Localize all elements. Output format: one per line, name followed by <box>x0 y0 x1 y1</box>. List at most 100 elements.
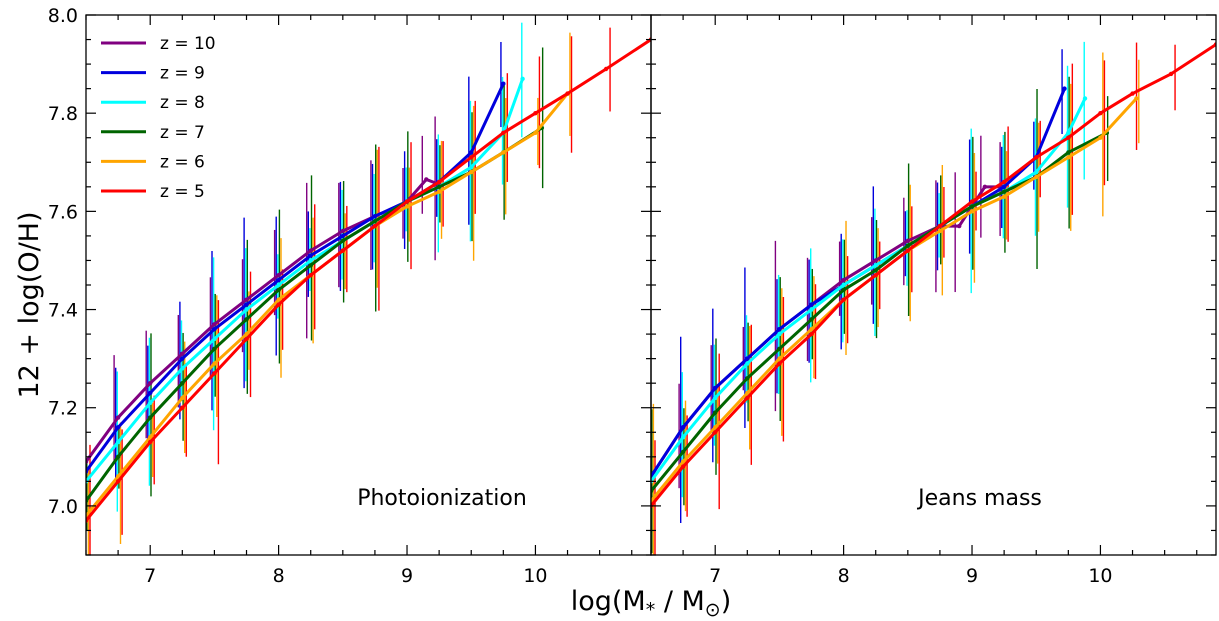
data-point-z7-5 <box>244 317 249 322</box>
data-point-z5-3 <box>745 395 750 401</box>
data-point-z5-9 <box>372 223 378 229</box>
data-point-z9-8 <box>340 233 346 239</box>
data-point-z5-12 <box>1034 155 1039 160</box>
data-point-z5-13 <box>501 130 506 136</box>
data-point-z5-1 <box>115 479 121 484</box>
data-point-z6-6 <box>276 297 281 302</box>
panel-2: 7 8 9 10 Jeans mass <box>650 14 1217 587</box>
data-point-z10-3 <box>180 351 185 356</box>
x-axis-label-subscript: * <box>646 599 656 621</box>
legend-label-z10: z = 10 <box>160 34 216 54</box>
y-tick-label: 7.8 <box>48 103 78 125</box>
data-point-z9-3 <box>745 356 750 361</box>
data-point-z5-11 <box>1001 179 1007 185</box>
data-point-z9-5 <box>809 302 814 307</box>
data-point-z6-14 <box>533 130 538 136</box>
data-point-z7-6 <box>841 287 846 293</box>
data-point-z6-9 <box>937 228 943 234</box>
data-point-z5-5 <box>244 336 249 342</box>
data-point-z5-15 <box>565 91 570 96</box>
data-point-z9-1 <box>680 425 686 430</box>
data-point-z7-11 <box>436 184 442 190</box>
data-point-z8-3 <box>180 366 185 371</box>
data-point-z8-14 <box>1082 96 1088 101</box>
data-point-z8-1 <box>115 439 121 445</box>
x-axis-label-mid: / M <box>655 586 705 617</box>
data-point-z9-3 <box>180 356 185 361</box>
legend-label-z7: z = 7 <box>160 123 205 143</box>
x-axis-label-main: log(M <box>571 586 646 617</box>
data-point-z7-6 <box>276 287 281 293</box>
data-point-z6-10 <box>404 204 410 209</box>
data-point-z6-3 <box>745 390 750 396</box>
data-point-z6-13 <box>1066 155 1071 160</box>
data-point-z6-1 <box>115 474 121 479</box>
data-point-z8-12 <box>1034 169 1039 175</box>
data-point-z5-6 <box>276 302 281 307</box>
data-point-z5-8 <box>340 248 346 253</box>
data-point-z10-2 <box>148 380 153 386</box>
data-point-z9-9 <box>372 214 378 219</box>
data-point-z5-15 <box>1130 91 1135 96</box>
data-point-z8-5 <box>809 307 814 312</box>
data-point-z7-1 <box>680 449 686 455</box>
data-point-z10-7 <box>308 248 313 253</box>
data-point-z7-13 <box>1066 150 1071 155</box>
data-point-z6-11 <box>1001 194 1007 199</box>
data-point-z6-4 <box>212 361 217 366</box>
data-point-z7-10 <box>969 204 975 209</box>
data-point-z9-4 <box>777 326 782 332</box>
y-tick-label: 7.2 <box>48 398 78 420</box>
data-point-z9-5 <box>244 302 249 307</box>
x-tick-label: 7 <box>144 565 156 587</box>
legend-label-z5: z = 5 <box>160 182 205 202</box>
panel-1: 7 8 9 10 7.0 7.2 7.4 7.6 7.8 8.0 Photoionization <box>48 5 652 587</box>
data-point-z9-11 <box>1001 184 1007 190</box>
data-point-z5-7 <box>873 272 878 278</box>
data-point-z8-2 <box>713 395 718 401</box>
data-point-z5-8 <box>905 248 911 253</box>
data-point-z10-6 <box>276 272 281 278</box>
data-point-z6-10 <box>969 209 975 214</box>
panel-annotation: Jeans mass <box>916 486 1042 511</box>
data-point-z5-10 <box>404 199 410 204</box>
data-point-z7-7 <box>873 268 878 273</box>
data-point-z10-5 <box>244 297 249 302</box>
data-point-z5-4 <box>777 361 782 366</box>
data-point-z8-14 <box>520 76 525 82</box>
panels-layer: 7 8 9 10 7.0 7.2 7.4 7.6 7.8 8.0 Photoionization 7 8… <box>48 5 1217 587</box>
data-point-z5-2 <box>148 439 153 445</box>
data-point-z8-12 <box>469 164 474 170</box>
y-tick-label: 7.4 <box>48 300 78 322</box>
legend-label-z8: z = 8 <box>160 93 205 113</box>
data-point-z5-11 <box>436 179 442 185</box>
x-tick-label: 10 <box>523 565 547 587</box>
data-point-z9-6 <box>276 277 281 283</box>
data-point-z8-1 <box>680 434 686 440</box>
data-point-z7-3 <box>180 380 185 386</box>
data-point-z10-10 <box>956 223 962 229</box>
data-point-z6-15 <box>1134 96 1139 101</box>
x-axis-label-sun: ⊙ <box>705 599 721 621</box>
data-point-z7-1 <box>115 454 121 460</box>
data-point-z7-11 <box>1001 189 1007 194</box>
data-point-z7-8 <box>340 238 346 244</box>
data-point-z8-4 <box>212 336 217 342</box>
data-point-z10-8 <box>905 238 911 244</box>
data-point-z7-2 <box>713 410 718 415</box>
data-point-z8-7 <box>308 258 313 263</box>
data-point-z5-14 <box>1098 110 1103 116</box>
data-point-z9-12 <box>469 150 474 155</box>
data-point-z7-4 <box>777 346 782 352</box>
data-point-z10-7 <box>873 258 878 263</box>
x-tick-label: 8 <box>838 565 850 587</box>
data-point-z9-13 <box>501 81 506 86</box>
data-point-z6-5 <box>244 331 249 337</box>
data-point-z10-11 <box>424 177 429 182</box>
data-point-z5-14 <box>533 110 538 116</box>
x-tick-label: 7 <box>709 565 721 587</box>
data-point-z5-16 <box>1168 71 1174 77</box>
data-point-z5-5 <box>809 331 814 337</box>
data-point-z7-4 <box>212 346 217 352</box>
